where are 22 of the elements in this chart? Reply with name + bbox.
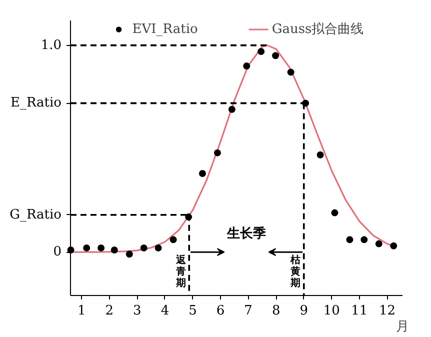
x-tick-label: 2 [105, 304, 114, 318]
x-tick-label: 1 [77, 304, 86, 318]
y-tick-label: G_Ratio [10, 207, 62, 222]
y-tick-label: E_Ratio [10, 96, 62, 111]
legend-label: EVI_Ratio [132, 22, 198, 36]
x-tick-label: 11 [351, 304, 368, 318]
x-tick-label: 4 [160, 304, 170, 318]
annotation: 枯黄期 [290, 254, 301, 290]
x-tick-label: 12 [378, 304, 396, 318]
x-tick-label: 8 [272, 304, 280, 318]
x-tick-label: 5 [188, 304, 197, 318]
y-tick-label: 0 [53, 244, 62, 260]
annotation: 生长季 [226, 226, 266, 242]
y-tick-label: 1.0 [40, 38, 62, 53]
x-tick-label: 9 [300, 304, 308, 318]
x-tick-label: 10 [323, 304, 340, 318]
annotation: 返青期 [174, 254, 187, 290]
x-tick-label: 7 [244, 304, 252, 318]
x-tick-label: 6 [216, 304, 225, 318]
x-axis-title: 月 [396, 320, 409, 334]
legend-label: Gauss拟合曲线 [272, 21, 364, 38]
x-tick-label: 3 [133, 304, 142, 318]
